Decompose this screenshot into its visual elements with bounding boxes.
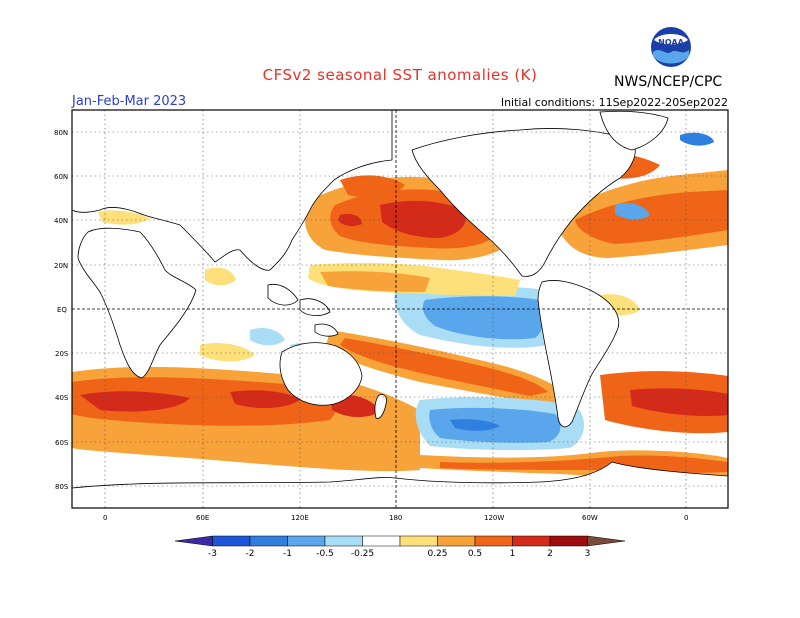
arabian-sea-warm <box>205 267 236 286</box>
southwest-indian-warm <box>200 343 255 362</box>
continents <box>72 110 728 508</box>
south-atlantic-hot <box>630 388 728 416</box>
equator-dateline <box>72 110 728 508</box>
page-title: CFSv2 seasonal SST anomalies (K) <box>262 66 538 84</box>
bering-warm <box>340 175 405 198</box>
lon-label: 180 <box>389 514 402 522</box>
europe-asia-outline <box>72 110 393 271</box>
agency-label: NWS/NCEP/CPC <box>614 74 723 90</box>
lat-label: 40N <box>54 217 68 225</box>
colorbar-swatch <box>474 535 513 547</box>
lat-label: EQ <box>57 306 67 314</box>
colorbar-label: 0.25 <box>427 549 447 559</box>
lat-label: 60S <box>55 439 69 447</box>
southern-belt-lower-core <box>440 455 728 473</box>
latitude-labels: 80N 60N 40N 20N EQ 20S 40S 60S 80S <box>54 129 69 491</box>
colorbar-swatch <box>549 535 588 547</box>
australia-outline <box>279 342 363 406</box>
southern-indian-hot-spots <box>80 390 380 418</box>
lat-label: 60N <box>54 173 68 181</box>
south-pacific-warm-core <box>340 338 548 396</box>
longitude-labels: 0 60E 120E 180 120W 60W 0 <box>103 514 688 522</box>
africa-outline <box>77 227 197 379</box>
southern-indian-warm-core <box>72 377 336 426</box>
lat-label: 80N <box>54 129 68 137</box>
colorbar-swatch <box>287 535 326 547</box>
southern-pacific-cold-spots <box>450 419 500 431</box>
lon-label: 60E <box>196 514 209 522</box>
greenland-outline <box>599 110 669 151</box>
map-frame <box>71 109 729 509</box>
lon-label: 60W <box>582 514 598 522</box>
colorbar-swatch <box>399 535 438 547</box>
lon-label: 120W <box>484 514 504 522</box>
initial-conditions: Initial conditions: 11Sep2022-20Sep2022 <box>500 96 728 109</box>
colorbar-label: 1 <box>510 549 516 559</box>
north-pacific-subtropical-core <box>320 271 430 292</box>
colorbar: -3 -2 -1 -0.5 -0.25 0.25 0.5 1 2 3 <box>174 535 626 559</box>
lon-label: 0 <box>684 514 688 522</box>
colorbar-swatch <box>362 535 401 547</box>
lat-label: 20N <box>54 262 68 270</box>
lon-label: 120E <box>291 514 309 522</box>
north-atlantic-warm-core <box>575 190 728 244</box>
colorbar-swatch <box>249 535 288 547</box>
colorbar-swatch <box>512 535 551 547</box>
colorbar-swatch <box>212 535 251 547</box>
colorbar-swatch <box>324 535 363 547</box>
tropical-pacific-cold-core <box>422 296 545 340</box>
colorbar-arrow-high <box>587 535 626 547</box>
noaa-logo: NOAA <box>650 26 692 68</box>
noaa-emblem-icon: NOAA <box>651 27 691 67</box>
south-america-outline <box>537 280 620 428</box>
antarctica-outline <box>72 461 728 508</box>
colorbar-label: -0.5 <box>316 549 334 559</box>
colorbar-label: 3 <box>585 549 591 559</box>
forecast-season: Jan-Feb-Mar 2023 <box>72 94 187 109</box>
lon-label: 0 <box>103 514 107 522</box>
colorbar-arrow-low <box>174 535 213 547</box>
colorbar-label: 0.5 <box>468 549 482 559</box>
colorbar-label: -3 <box>208 549 217 559</box>
colorbar-label: -0.25 <box>351 549 374 559</box>
map-panel <box>72 110 728 508</box>
mediterranean-warm <box>98 210 150 225</box>
se-asia-islands-outline <box>267 283 339 337</box>
north-atlantic-cold-pocket <box>615 203 650 220</box>
new-zealand-outline <box>374 394 387 419</box>
colorbar-label: 2 <box>547 549 553 559</box>
logo-text: NOAA <box>658 38 684 47</box>
lat-label: 20S <box>55 350 69 358</box>
colorbar-swatch <box>437 535 476 547</box>
colorbar-label: -1 <box>283 549 292 559</box>
lat-label: 40S <box>55 394 69 402</box>
lat-label: 80S <box>55 483 69 491</box>
north-pacific-hot-core <box>338 200 467 238</box>
colorbar-label: -2 <box>246 549 255 559</box>
arctic-cold-spot-east <box>680 132 714 146</box>
